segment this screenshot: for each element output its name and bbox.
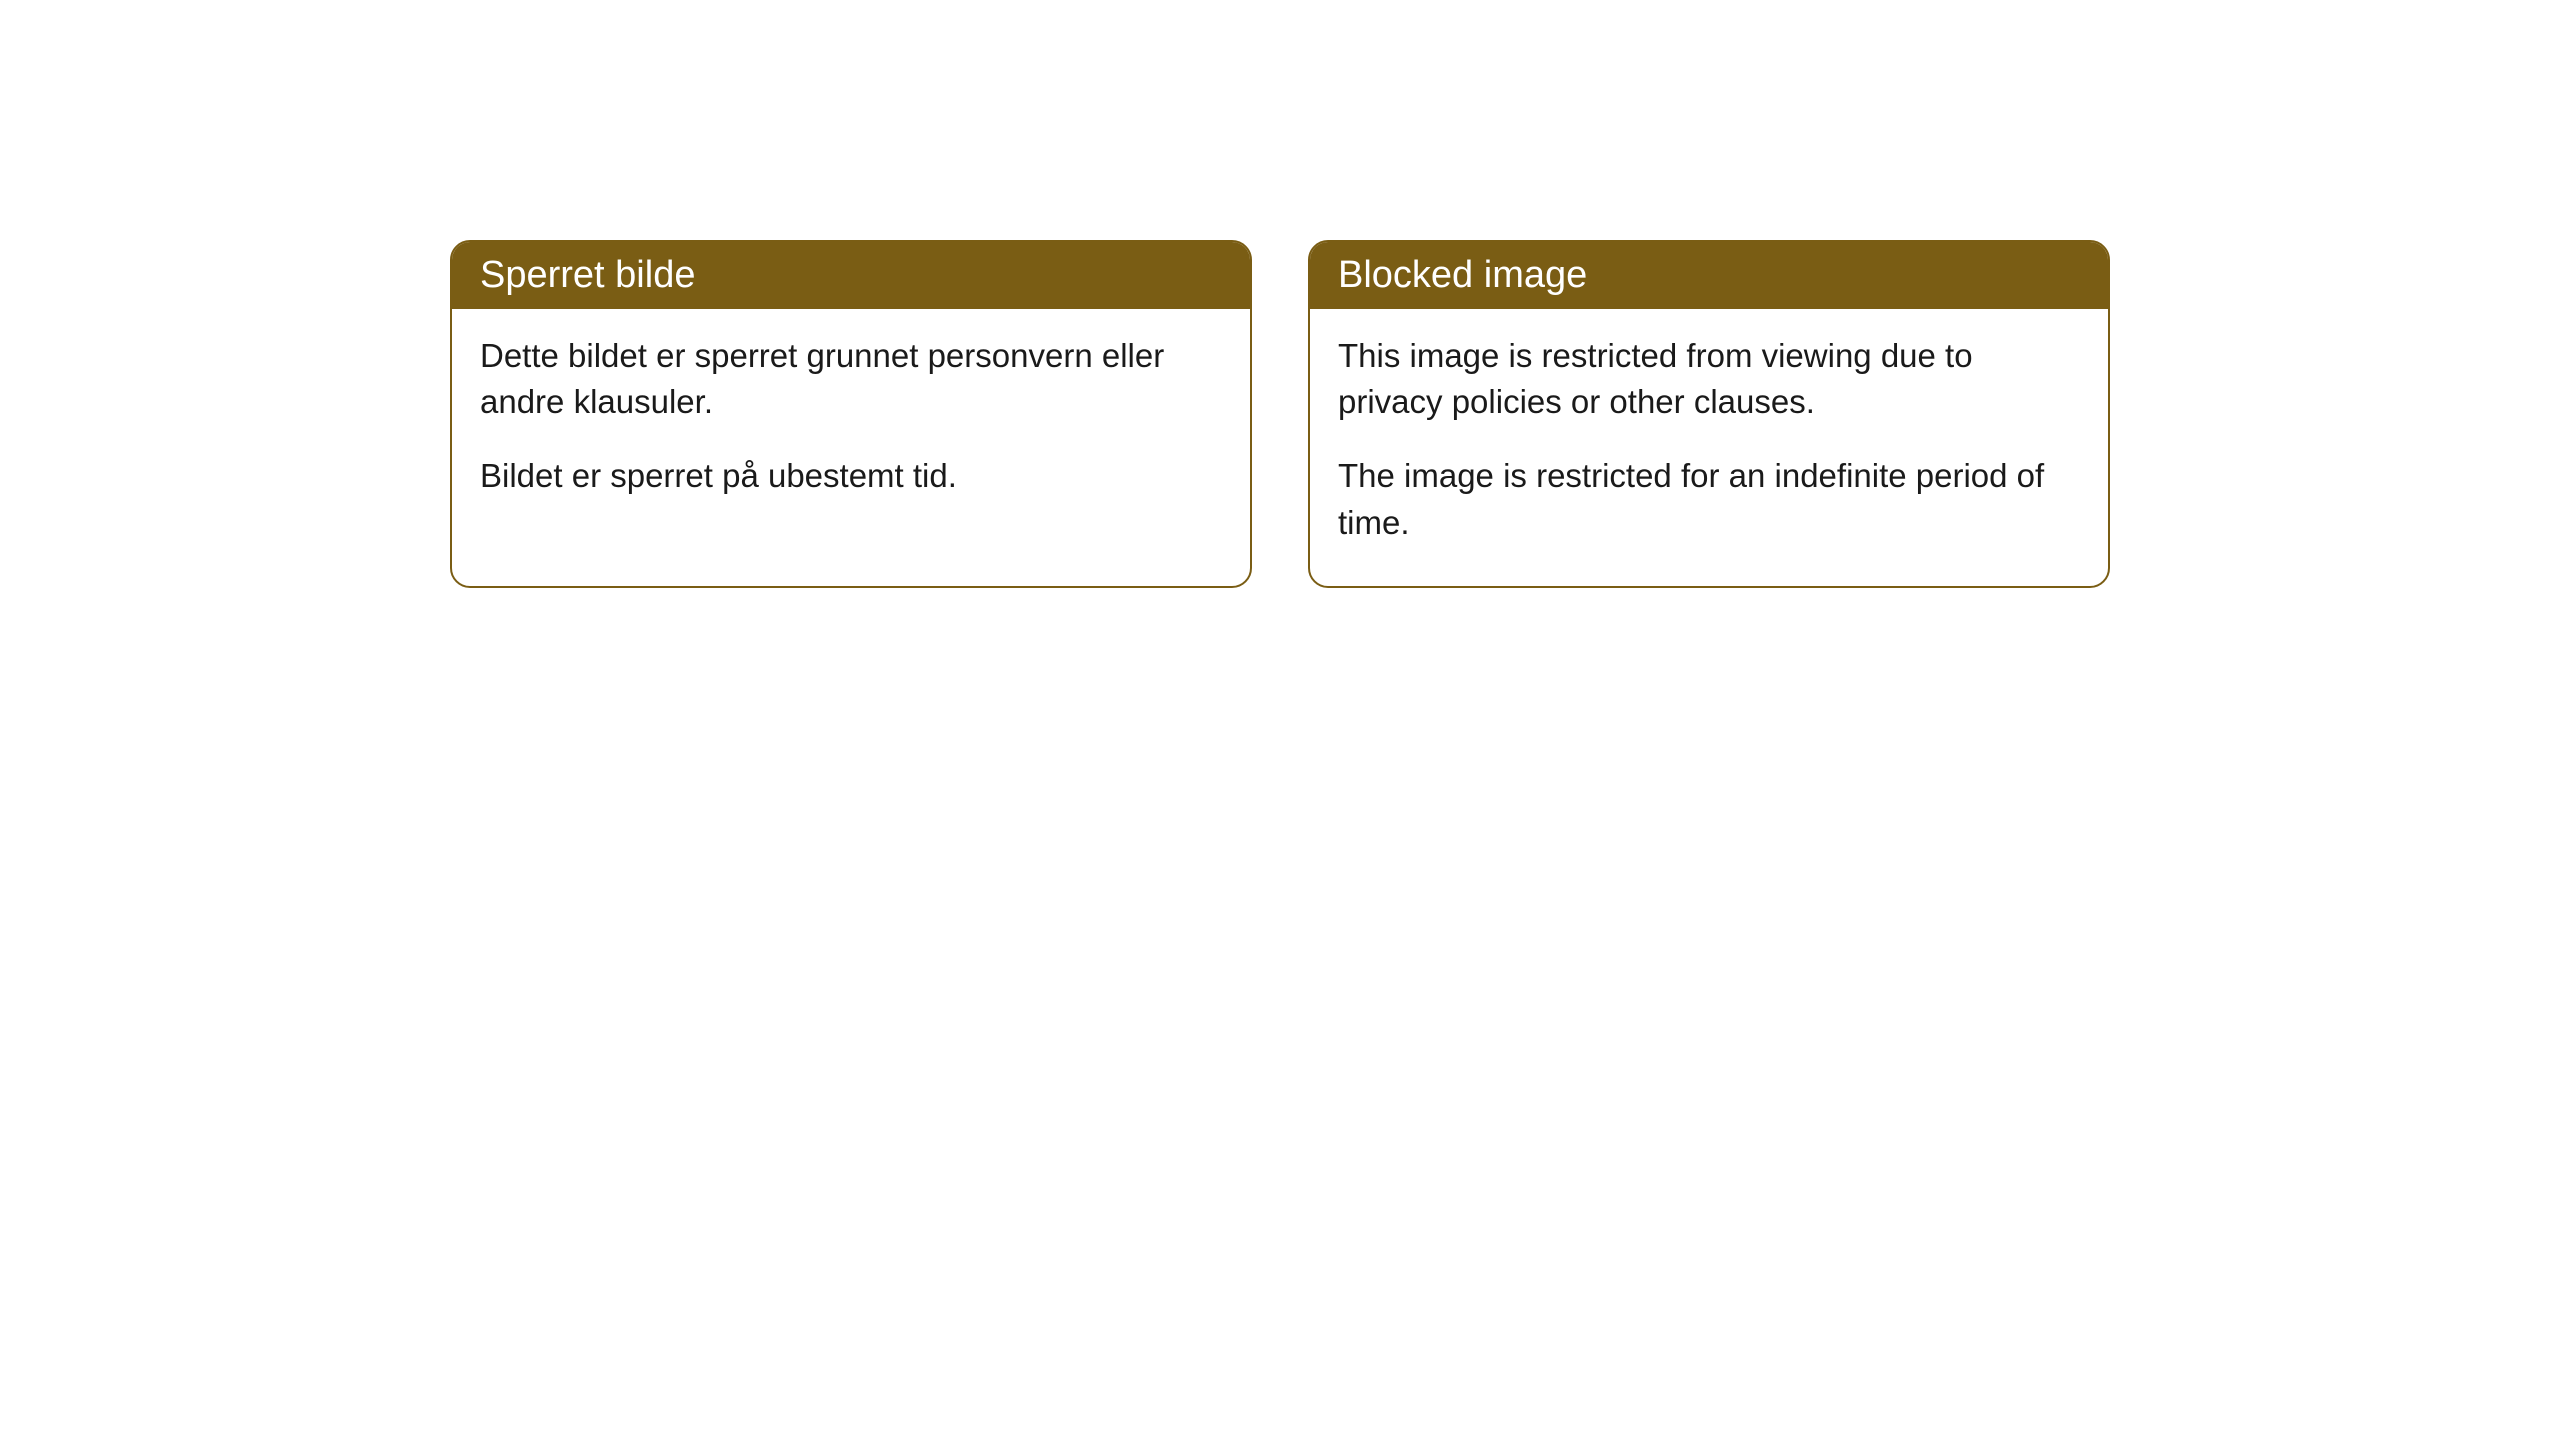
cards-container: Sperret bilde Dette bildet er sperret gr… (450, 240, 2110, 588)
card-paragraph-1: This image is restricted from viewing du… (1338, 333, 2080, 425)
card-paragraph-2: Bildet er sperret på ubestemt tid. (480, 453, 1222, 499)
card-header-norwegian: Sperret bilde (452, 242, 1250, 309)
card-norwegian: Sperret bilde Dette bildet er sperret gr… (450, 240, 1252, 588)
card-body-norwegian: Dette bildet er sperret grunnet personve… (452, 309, 1250, 540)
card-paragraph-1: Dette bildet er sperret grunnet personve… (480, 333, 1222, 425)
card-paragraph-2: The image is restricted for an indefinit… (1338, 453, 2080, 545)
card-body-english: This image is restricted from viewing du… (1310, 309, 2108, 586)
card-english: Blocked image This image is restricted f… (1308, 240, 2110, 588)
card-header-english: Blocked image (1310, 242, 2108, 309)
